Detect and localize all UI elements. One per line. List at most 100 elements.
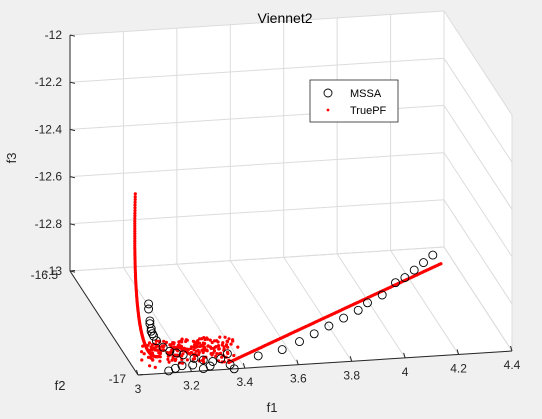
- mssa-point: [205, 361, 215, 371]
- series-mssa: [144, 250, 438, 376]
- truepf-point: [222, 360, 226, 364]
- truepf-point: [208, 338, 212, 342]
- grid-line-z-side: [443, 10, 513, 116]
- mssa-point: [309, 329, 319, 339]
- truepf-point: [151, 358, 155, 362]
- truepf-point: [133, 216, 137, 220]
- grid-line-x-floor: [283, 257, 353, 362]
- z-tick-mark: [69, 81, 76, 84]
- mssa-point: [165, 346, 175, 356]
- side-pane: [444, 11, 512, 351]
- truepf-point: [151, 342, 155, 346]
- x-tick-label: 3.2: [183, 379, 200, 393]
- mssa-point: [147, 329, 157, 339]
- z-tick-label: -12.2: [35, 75, 63, 89]
- truepf-point: [133, 214, 137, 218]
- truepf-point: [212, 349, 217, 353]
- truepf-point: [172, 342, 176, 346]
- mssa-point: [149, 331, 159, 341]
- truepf-point: [133, 248, 137, 252]
- truepf-point: [133, 222, 137, 226]
- truepf-point: [205, 348, 209, 352]
- x-tick-label: 3: [135, 382, 142, 396]
- truepf-point: [150, 348, 154, 352]
- truepf-point: [184, 338, 188, 342]
- legend-truepf-marker: [326, 108, 330, 112]
- truepf-point: [217, 347, 221, 351]
- truepf-point: [177, 343, 181, 347]
- truepf-point: [189, 346, 193, 351]
- mssa-point: [229, 364, 239, 374]
- x-tick-mark: [242, 362, 246, 369]
- mssa-point: [146, 324, 156, 333]
- truepf-point: [232, 353, 236, 358]
- truepf-point: [162, 339, 166, 343]
- truepf-point: [218, 335, 222, 339]
- truepf-point: [202, 360, 206, 364]
- truepf-point: [225, 350, 230, 354]
- truepf-point: [133, 195, 137, 199]
- y-tick-label: -17: [109, 372, 127, 386]
- truepf-point: [180, 340, 184, 344]
- truepf-point: [216, 340, 220, 344]
- mssa-point: [146, 326, 156, 336]
- x-tick-mark: [456, 349, 460, 355]
- mssa-point: [324, 321, 334, 331]
- z-tick-label: -12.6: [35, 170, 63, 184]
- legend-box: [309, 79, 399, 123]
- truepf-point: [201, 341, 205, 345]
- truepf-point: [222, 345, 226, 349]
- truepf-point: [148, 364, 152, 368]
- z-tick-mark: [69, 223, 76, 226]
- x-tick-mark: [296, 359, 299, 365]
- z-tick-mark: [69, 270, 76, 273]
- truepf-point: [180, 361, 185, 365]
- truepf-point: [224, 343, 228, 347]
- x-tick-label: 3.4: [237, 375, 254, 389]
- truepf-point: [133, 251, 137, 255]
- truepf-point: [180, 354, 184, 358]
- truepf-point: [229, 342, 233, 346]
- truepf-point: [179, 346, 183, 350]
- mssa-point: [144, 304, 154, 314]
- truepf-point: [216, 344, 221, 348]
- truepf-point: [180, 337, 184, 342]
- truepf-point: [133, 197, 137, 202]
- truepf-point: [194, 344, 198, 348]
- truepf-point: [158, 359, 162, 363]
- mssa-point: [151, 336, 161, 346]
- x-tick-label: 4: [402, 365, 409, 379]
- mssa-point: [158, 342, 168, 352]
- truepf-point: [200, 337, 204, 341]
- truepf-point: [133, 208, 137, 213]
- truepf-point: [133, 211, 137, 215]
- truepf-point: [196, 348, 200, 352]
- truepf-point: [158, 355, 162, 359]
- truepf-point: [133, 234, 137, 238]
- x-tick-label: 4.2: [450, 361, 467, 375]
- truepf-point: [140, 350, 144, 354]
- truepf-point: [133, 241, 137, 245]
- mssa-point: [216, 354, 226, 364]
- truepf-point: [167, 360, 171, 364]
- grid-line-x-floor: [390, 250, 459, 355]
- truepf-point: [172, 345, 176, 349]
- mssa-point: [400, 273, 410, 283]
- mssa-point: [178, 350, 188, 360]
- back-pane: [70, 11, 444, 271]
- truepf-point: [221, 341, 225, 345]
- mssa-point: [391, 278, 400, 288]
- truepf-point: [231, 338, 235, 342]
- mssa-point: [144, 299, 154, 309]
- x-tick-label: 3.8: [343, 368, 360, 382]
- truepf-point: [150, 351, 155, 355]
- y-axis-label: f2: [55, 378, 66, 393]
- legend-mssa-marker: [323, 88, 333, 98]
- grid-line-z-back: [69, 152, 445, 178]
- mssa-point: [277, 345, 287, 355]
- truepf-point: [185, 358, 189, 362]
- truepf-point: [209, 346, 213, 350]
- z-tick-label: -12.4: [35, 122, 63, 136]
- grid-line-z-side: [443, 246, 513, 352]
- z-tick-label: -12.8: [35, 217, 63, 231]
